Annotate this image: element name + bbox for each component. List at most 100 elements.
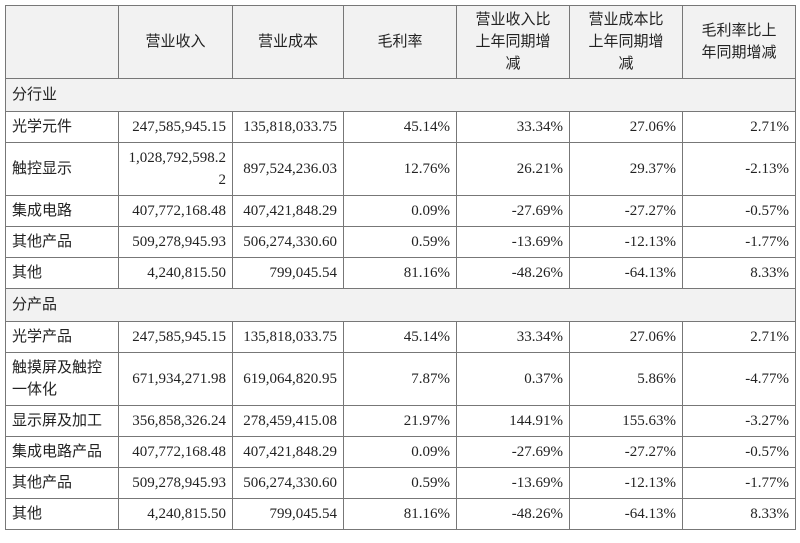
value-cell: 671,934,271.98: [118, 352, 233, 406]
value-cell: -48.26%: [456, 257, 570, 289]
value-cell: 0.09%: [343, 195, 457, 227]
value-cell: 135,818,033.75: [232, 321, 344, 353]
value-cell: 799,045.54: [232, 257, 344, 289]
value-cell: 0.59%: [343, 467, 457, 499]
row-label: 其他产品: [5, 226, 119, 258]
data-row: 集成电路 407,772,168.48 407,421,848.29 0.09% -27…: [5, 195, 796, 227]
data-row: 其他 4,240,815.50 799,045.54 81.16% -48.26% -64…: [5, 498, 796, 530]
value-cell: 45.14%: [343, 111, 457, 143]
value-cell: 26.21%: [456, 142, 570, 196]
value-cell: 0.59%: [343, 226, 457, 258]
data-row: 集成电路产品 407,772,168.48 407,421,848.29 0.09% -…: [5, 436, 796, 468]
row-label: 显示屏及加工: [5, 405, 119, 437]
value-cell: 1,028,792,598.22: [118, 142, 233, 196]
header-cell: 营业成本比上年同期增减: [569, 5, 683, 79]
value-cell: -48.26%: [456, 498, 570, 530]
data-row: 其他 4,240,815.50 799,045.54 81.16% -48.26% -64…: [5, 257, 796, 289]
value-cell: 8.33%: [682, 498, 796, 530]
value-cell: 0.09%: [343, 436, 457, 468]
value-cell: -2.13%: [682, 142, 796, 196]
value-cell: 5.86%: [569, 352, 683, 406]
value-cell: 506,274,330.60: [232, 226, 344, 258]
row-label: 其他: [5, 498, 119, 530]
row-label: 集成电路产品: [5, 436, 119, 468]
value-cell: 356,858,326.24: [118, 405, 233, 437]
section-title: 分行业: [5, 78, 796, 112]
data-row: 触控显示 1,028,792,598.22 897,524,236.03 12.76%…: [5, 142, 796, 196]
value-cell: -0.57%: [682, 436, 796, 468]
value-cell: 12.76%: [343, 142, 457, 196]
header-cell: 营业成本: [232, 5, 344, 79]
data-row: 其他产品 509,278,945.93 506,274,330.60 0.59% -13…: [5, 226, 796, 258]
row-label: 其他产品: [5, 467, 119, 499]
value-cell: 21.97%: [343, 405, 457, 437]
value-cell: 799,045.54: [232, 498, 344, 530]
value-cell: 407,421,848.29: [232, 195, 344, 227]
value-cell: 407,421,848.29: [232, 436, 344, 468]
value-cell: -27.69%: [456, 195, 570, 227]
value-cell: 81.16%: [343, 498, 457, 530]
value-cell: 45.14%: [343, 321, 457, 353]
value-cell: -0.57%: [682, 195, 796, 227]
value-cell: 155.63%: [569, 405, 683, 437]
value-cell: 7.87%: [343, 352, 457, 406]
section-row: 分行业: [5, 78, 796, 112]
row-label: 光学产品: [5, 321, 119, 353]
header-cell: 营业收入比上年同期增减: [456, 5, 570, 79]
value-cell: 33.34%: [456, 111, 570, 143]
value-cell: -27.69%: [456, 436, 570, 468]
data-row: 触摸屏及触控一体化 671,934,271.98 619,064,820.95 7.8…: [5, 352, 796, 406]
value-cell: 247,585,945.15: [118, 111, 233, 143]
value-cell: 619,064,820.95: [232, 352, 344, 406]
row-label: 触摸屏及触控一体化: [5, 352, 119, 406]
value-cell: 897,524,236.03: [232, 142, 344, 196]
header-cell: [5, 5, 119, 79]
value-cell: -12.13%: [569, 226, 683, 258]
value-cell: 4,240,815.50: [118, 257, 233, 289]
row-label: 光学元件: [5, 111, 119, 143]
value-cell: 27.06%: [569, 111, 683, 143]
row-label: 触控显示: [5, 142, 119, 196]
header-cell: 毛利率: [343, 5, 457, 79]
value-cell: 144.91%: [456, 405, 570, 437]
value-cell: 81.16%: [343, 257, 457, 289]
table-body: 营业收入 营业成本 毛利率 营业收入比上年同期增减 营业成本比上年同期增减 毛利率比上年同…: [5, 5, 796, 530]
row-label: 集成电路: [5, 195, 119, 227]
value-cell: 506,274,330.60: [232, 467, 344, 499]
value-cell: 33.34%: [456, 321, 570, 353]
value-cell: 509,278,945.93: [118, 467, 233, 499]
header-row: 营业收入 营业成本 毛利率 营业收入比上年同期增减 营业成本比上年同期增减 毛利率比上年同…: [5, 5, 796, 79]
value-cell: -13.69%: [456, 226, 570, 258]
value-cell: 407,772,168.48: [118, 436, 233, 468]
value-cell: 8.33%: [682, 257, 796, 289]
row-label: 其他: [5, 257, 119, 289]
value-cell: -27.27%: [569, 436, 683, 468]
value-cell: -1.77%: [682, 467, 796, 499]
value-cell: -4.77%: [682, 352, 796, 406]
data-table: 营业收入 营业成本 毛利率 营业收入比上年同期增减 营业成本比上年同期增减 毛利率比上年同…: [5, 5, 796, 530]
value-cell: 29.37%: [569, 142, 683, 196]
value-cell: -12.13%: [569, 467, 683, 499]
value-cell: 135,818,033.75: [232, 111, 344, 143]
data-row: 光学元件 247,585,945.15 135,818,033.75 45.14% 33…: [5, 111, 796, 143]
value-cell: -64.13%: [569, 498, 683, 530]
section-row: 分产品: [5, 288, 796, 322]
data-row: 光学产品 247,585,945.15 135,818,033.75 45.14% 33…: [5, 321, 796, 353]
section-title: 分产品: [5, 288, 796, 322]
value-cell: 4,240,815.50: [118, 498, 233, 530]
value-cell: 278,459,415.08: [232, 405, 344, 437]
value-cell: 2.71%: [682, 111, 796, 143]
value-cell: -13.69%: [456, 467, 570, 499]
value-cell: -3.27%: [682, 405, 796, 437]
header-cell: 营业收入: [118, 5, 233, 79]
data-row: 其他产品 509,278,945.93 506,274,330.60 0.59% -13…: [5, 467, 796, 499]
value-cell: 247,585,945.15: [118, 321, 233, 353]
value-cell: -27.27%: [569, 195, 683, 227]
value-cell: 2.71%: [682, 321, 796, 353]
value-cell: 27.06%: [569, 321, 683, 353]
value-cell: 0.37%: [456, 352, 570, 406]
value-cell: 509,278,945.93: [118, 226, 233, 258]
header-cell: 毛利率比上年同期增减: [682, 5, 796, 79]
value-cell: -1.77%: [682, 226, 796, 258]
